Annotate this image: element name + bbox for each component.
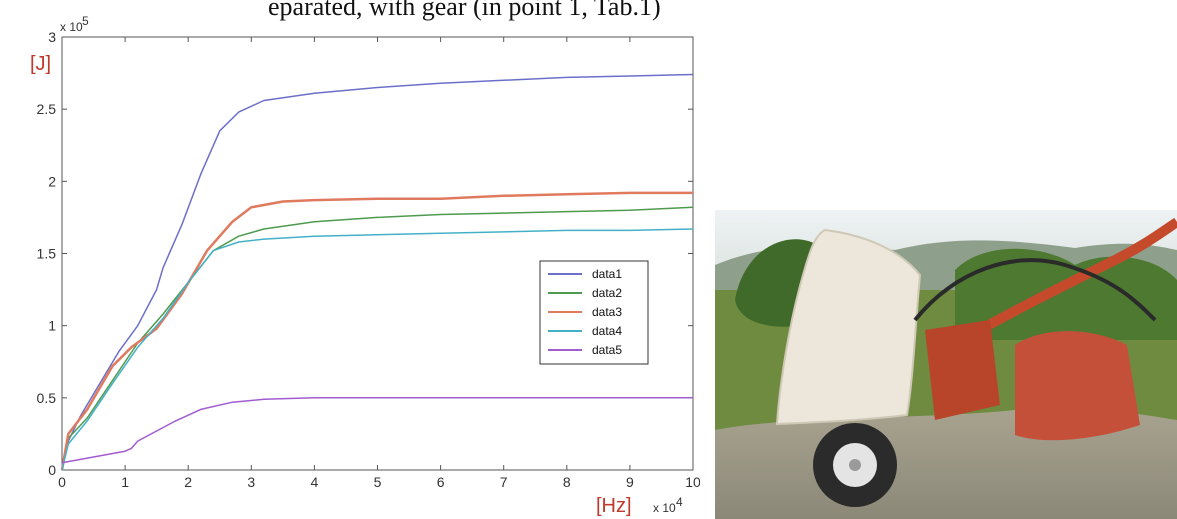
legend-label-data4: data4 [592,324,622,338]
y-tick-label: 1 [48,318,56,334]
tiller-engine [925,320,1000,420]
x-tick-label: 1 [121,474,129,490]
y-tick-label: 0.5 [37,390,57,406]
x-tick-label: 0 [58,474,66,490]
wheel-hub [849,459,861,471]
series-group [60,73,694,471]
x-tick-label: 2 [184,474,192,490]
x-tick-label: 10 [685,474,700,490]
y-tick-labels: 0 0.5 1 1.5 2 2.5 3 [37,29,57,478]
series-line-data5 [61,397,693,464]
series-line-data1 [61,73,694,471]
caption-fragment: eparated, with gear (in point 1, Tab.1) [268,0,661,21]
y-exponent-power: 5 [82,14,89,28]
plot-area [61,36,694,471]
series-line-data3 [60,191,693,471]
legend-label-data1: data1 [592,267,622,281]
x-axis-label: [Hz] [596,495,632,517]
legend: data1 data2 data3 data4 data5 [539,260,649,365]
x-tick-label: 6 [437,474,445,490]
x-tick-label: 4 [311,474,319,490]
series-line-data4 [61,228,694,471]
y-tick-label: 2.5 [37,101,57,117]
x-tick-label: 5 [374,474,382,490]
tiller-wreck-photo [715,210,1177,519]
y-tick-label: 0 [48,462,56,478]
x-tick-label: 3 [247,474,255,490]
tick-marks [61,36,694,471]
energy-frequency-chart: 0 1 2 3 4 5 6 7 8 9 10 0 0.5 1 1.5 2 2.5 3 [J] x 10 5 [H… [30,14,700,517]
legend-label-data5: data5 [592,343,622,357]
legend-label-data2: data2 [592,286,622,300]
x-tick-label: 7 [500,474,508,490]
hoses [913,258,1157,322]
tiller-hood [1015,331,1140,441]
y-tick-label: 3 [48,29,56,45]
y-tick-label: 2 [48,173,56,189]
x-tick-label: 9 [626,474,634,490]
x-tick-label: 8 [563,474,571,490]
y-exponent-label: x 10 [60,20,83,34]
legend-items: data1 data2 data3 data4 data5 [548,267,622,357]
legend-label-data3: data3 [592,305,622,319]
y-axis-label: [J] [30,53,51,75]
x-tick-labels: 0 1 2 3 4 5 6 7 8 9 10 [58,474,700,490]
x-exponent-power: 4 [676,495,683,509]
white-sack [775,228,922,426]
x-exponent-label: x 10 [653,501,676,515]
y-tick-label: 1.5 [37,246,57,262]
series-line-data2 [61,206,694,471]
